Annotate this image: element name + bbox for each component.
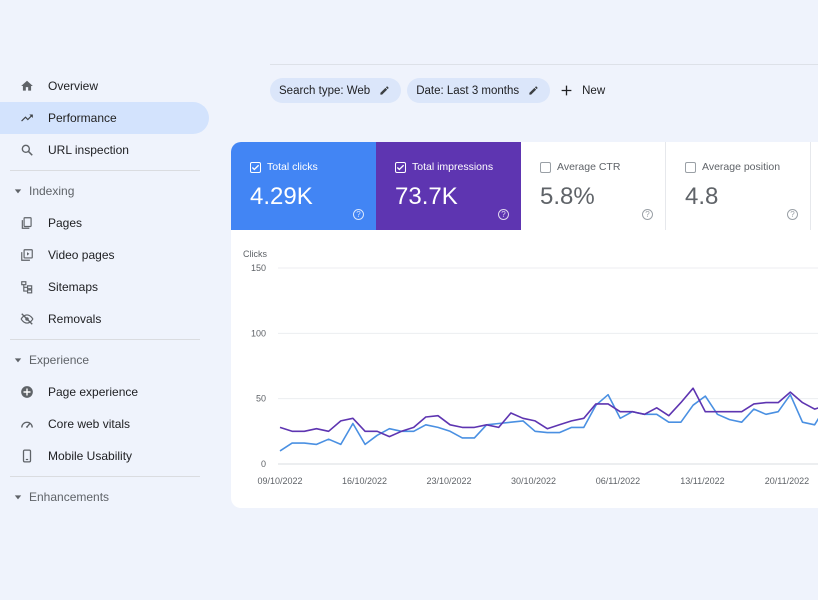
sidebar-item-label: Overview <box>48 79 99 93</box>
sidebar-item-label: Sitemaps <box>48 280 99 294</box>
edit-pencil-icon <box>529 86 538 95</box>
series-line <box>279 393 818 452</box>
x-tick-label: 13/11/2022 <box>680 476 724 486</box>
sidebar-item-label: Removals <box>48 312 102 326</box>
metric-label: Average position <box>702 161 781 173</box>
sidebar-item-mobile-usability[interactable]: Mobile Usability <box>0 440 209 472</box>
divider <box>10 476 200 477</box>
divider <box>10 170 200 171</box>
section-indexing[interactable]: Indexing <box>0 175 210 207</box>
metric-value: 4.8 <box>685 183 719 210</box>
sitemap-icon <box>20 280 34 294</box>
video-pages-icon <box>20 248 34 262</box>
new-button-label: New <box>582 84 606 97</box>
caret-down-icon <box>14 358 22 363</box>
page-experience-icon <box>20 385 34 399</box>
speed-gauge-icon <box>20 417 34 431</box>
performance-chart: Clicks 150 100 50 0 09/10/2022 16/10/2022 23/10… <box>231 242 818 508</box>
sidebar-item-url-inspection[interactable]: URL inspection <box>0 134 209 166</box>
metric-value: 5.8% <box>540 183 595 210</box>
section-title: Experience <box>29 353 90 367</box>
new-filter-button[interactable]: New <box>560 84 605 97</box>
trending-up-icon <box>20 111 34 125</box>
metric-value: 4.29K <box>250 183 313 210</box>
metric-label: Total clicks <box>267 161 318 173</box>
sidebar-item-label: Page experience <box>48 385 139 399</box>
performance-panel: Total clicks 4.29K ? Total impressions 7… <box>231 142 818 508</box>
sidebar-item-removals[interactable]: Removals <box>0 303 209 335</box>
x-tick-label: 09/10/2022 <box>257 476 302 486</box>
section-title: Enhancements <box>29 490 110 504</box>
search-type-filter-chip[interactable]: Search type: Web <box>270 78 402 103</box>
search-icon <box>20 143 34 157</box>
sidebar-item-label: Performance <box>48 111 117 125</box>
sidebar-item-label: Video pages <box>48 248 115 262</box>
pages-icon <box>20 216 34 230</box>
y-tick-label: 150 <box>251 263 266 273</box>
section-experience[interactable]: Experience <box>0 344 210 376</box>
header-divider <box>270 64 818 65</box>
average-ctr-card[interactable]: Average CTR 5.8% ? <box>521 142 666 230</box>
chip-label: Date: Last 3 months <box>416 84 520 97</box>
sidebar-item-pages[interactable]: Pages <box>0 207 209 239</box>
checkbox-unchecked-icon[interactable] <box>540 162 551 173</box>
sidebar-item-core-web-vitals[interactable]: Core web vitals <box>0 408 209 440</box>
metric-cards: Total clicks 4.29K ? Total impressions 7… <box>231 142 818 230</box>
sidebar: Overview Performance URL inspection Inde… <box>0 70 210 513</box>
checkbox-checked-icon[interactable] <box>250 162 261 173</box>
help-icon[interactable]: ? <box>353 209 364 220</box>
metric-label: Average CTR <box>557 161 621 173</box>
sidebar-item-label: Core web vitals <box>48 417 131 431</box>
total-clicks-card[interactable]: Total clicks 4.29K ? <box>231 142 376 230</box>
mobile-icon <box>20 449 34 463</box>
divider <box>10 339 200 340</box>
metric-label: Total impressions <box>412 161 494 173</box>
sidebar-item-sitemaps[interactable]: Sitemaps <box>0 271 209 303</box>
x-tick-label: 06/11/2022 <box>596 476 640 486</box>
filter-bar: Search type: Web Date: Last 3 months New <box>270 78 605 103</box>
y-tick-label: 50 <box>256 394 266 404</box>
sidebar-item-label: URL inspection <box>48 143 129 157</box>
x-tick-label: 23/10/2022 <box>426 476 471 486</box>
section-title: Indexing <box>29 184 75 198</box>
plus-icon <box>561 85 572 96</box>
sidebar-item-performance[interactable]: Performance <box>0 102 209 134</box>
eye-off-icon <box>20 312 34 326</box>
sidebar-item-overview[interactable]: Overview <box>0 70 209 102</box>
y-tick-label: 100 <box>251 328 266 338</box>
sidebar-item-video-pages[interactable]: Video pages <box>0 239 209 271</box>
edit-pencil-icon <box>380 86 389 95</box>
chip-label: Search type: Web <box>279 84 371 97</box>
x-tick-label: 30/10/2022 <box>511 476 556 486</box>
date-filter-chip[interactable]: Date: Last 3 months <box>407 78 551 103</box>
caret-down-icon <box>14 495 22 500</box>
help-icon[interactable]: ? <box>642 209 653 220</box>
average-position-card[interactable]: Average position 4.8 ? <box>666 142 811 230</box>
sidebar-item-label: Pages <box>48 216 83 230</box>
metric-value: 73.7K <box>395 183 458 210</box>
line-chart: Clicks 150 100 50 0 09/10/2022 16/10/2022 23/10… <box>243 249 818 486</box>
checkbox-unchecked-icon[interactable] <box>685 162 696 173</box>
y-axis-label: Clicks <box>243 249 267 259</box>
checkbox-checked-icon[interactable] <box>395 162 406 173</box>
help-icon[interactable]: ? <box>498 209 509 220</box>
home-icon <box>20 79 34 93</box>
help-icon[interactable]: ? <box>787 209 798 220</box>
caret-down-icon <box>14 189 22 194</box>
series-line <box>279 387 818 438</box>
section-enhancements[interactable]: Enhancements <box>0 481 210 513</box>
x-tick-label: 20/11/2022 <box>765 476 809 486</box>
total-impressions-card[interactable]: Total impressions 73.7K ? <box>376 142 521 230</box>
sidebar-item-page-experience[interactable]: Page experience <box>0 376 209 408</box>
sidebar-item-label: Mobile Usability <box>48 449 133 463</box>
y-tick-label: 0 <box>261 459 266 469</box>
x-tick-label: 16/10/2022 <box>342 476 387 486</box>
